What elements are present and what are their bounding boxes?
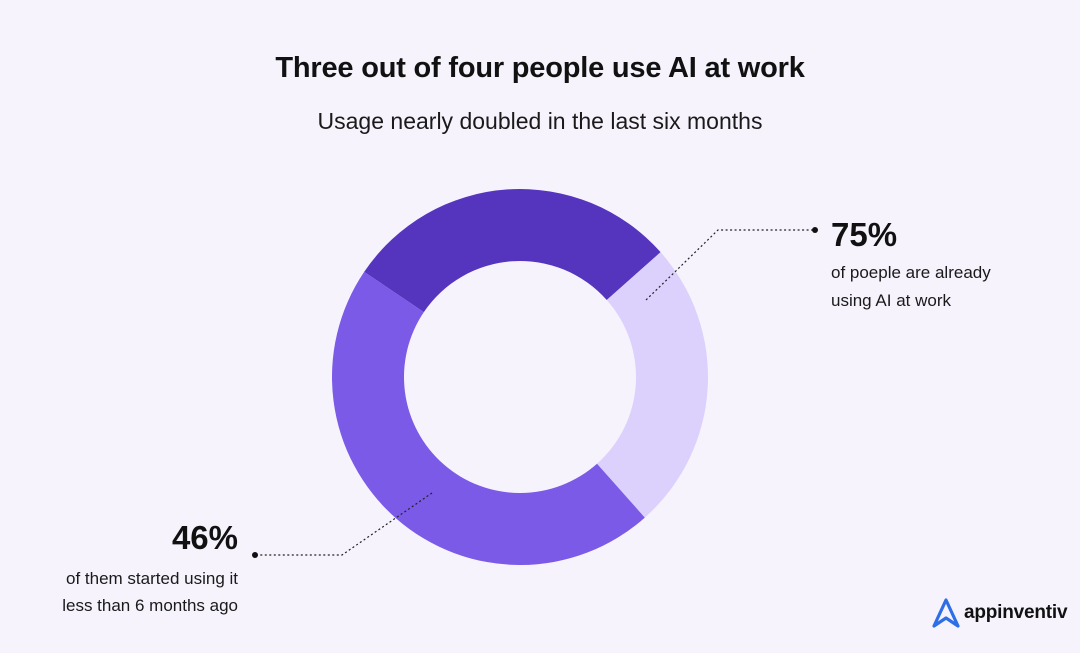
donut-slice-0 (364, 188, 661, 313)
donut-slices (331, 188, 708, 565)
callout-value-46: 46% (171, 519, 238, 556)
callout-text-46-line1: of them started using it (66, 569, 238, 588)
chart-subtitle: Usage nearly doubled in the last six mon… (317, 108, 763, 134)
brand-name: appinventiv (964, 602, 1068, 623)
callout-text-75-line1: of poeple are already (831, 263, 991, 282)
appinventiv-logo-icon (932, 598, 960, 628)
brand-logo: appinventiv (932, 598, 1068, 628)
callout-leader-75 (645, 229, 815, 301)
callout-dot-46 (252, 552, 258, 558)
callout-text-75-line2: using AI at work (831, 291, 952, 310)
callout-value-75: 75% (831, 216, 898, 253)
chart-title: Three out of four people use AI at work (275, 52, 805, 84)
donut-slice-1 (597, 252, 708, 518)
callout-text-46-line2: less than 6 months ago (62, 596, 238, 615)
callout-dot-75 (812, 227, 818, 233)
callout-leaders (252, 227, 818, 558)
donut-slice-2 (331, 271, 645, 565)
callout-leader-46 (255, 492, 433, 556)
